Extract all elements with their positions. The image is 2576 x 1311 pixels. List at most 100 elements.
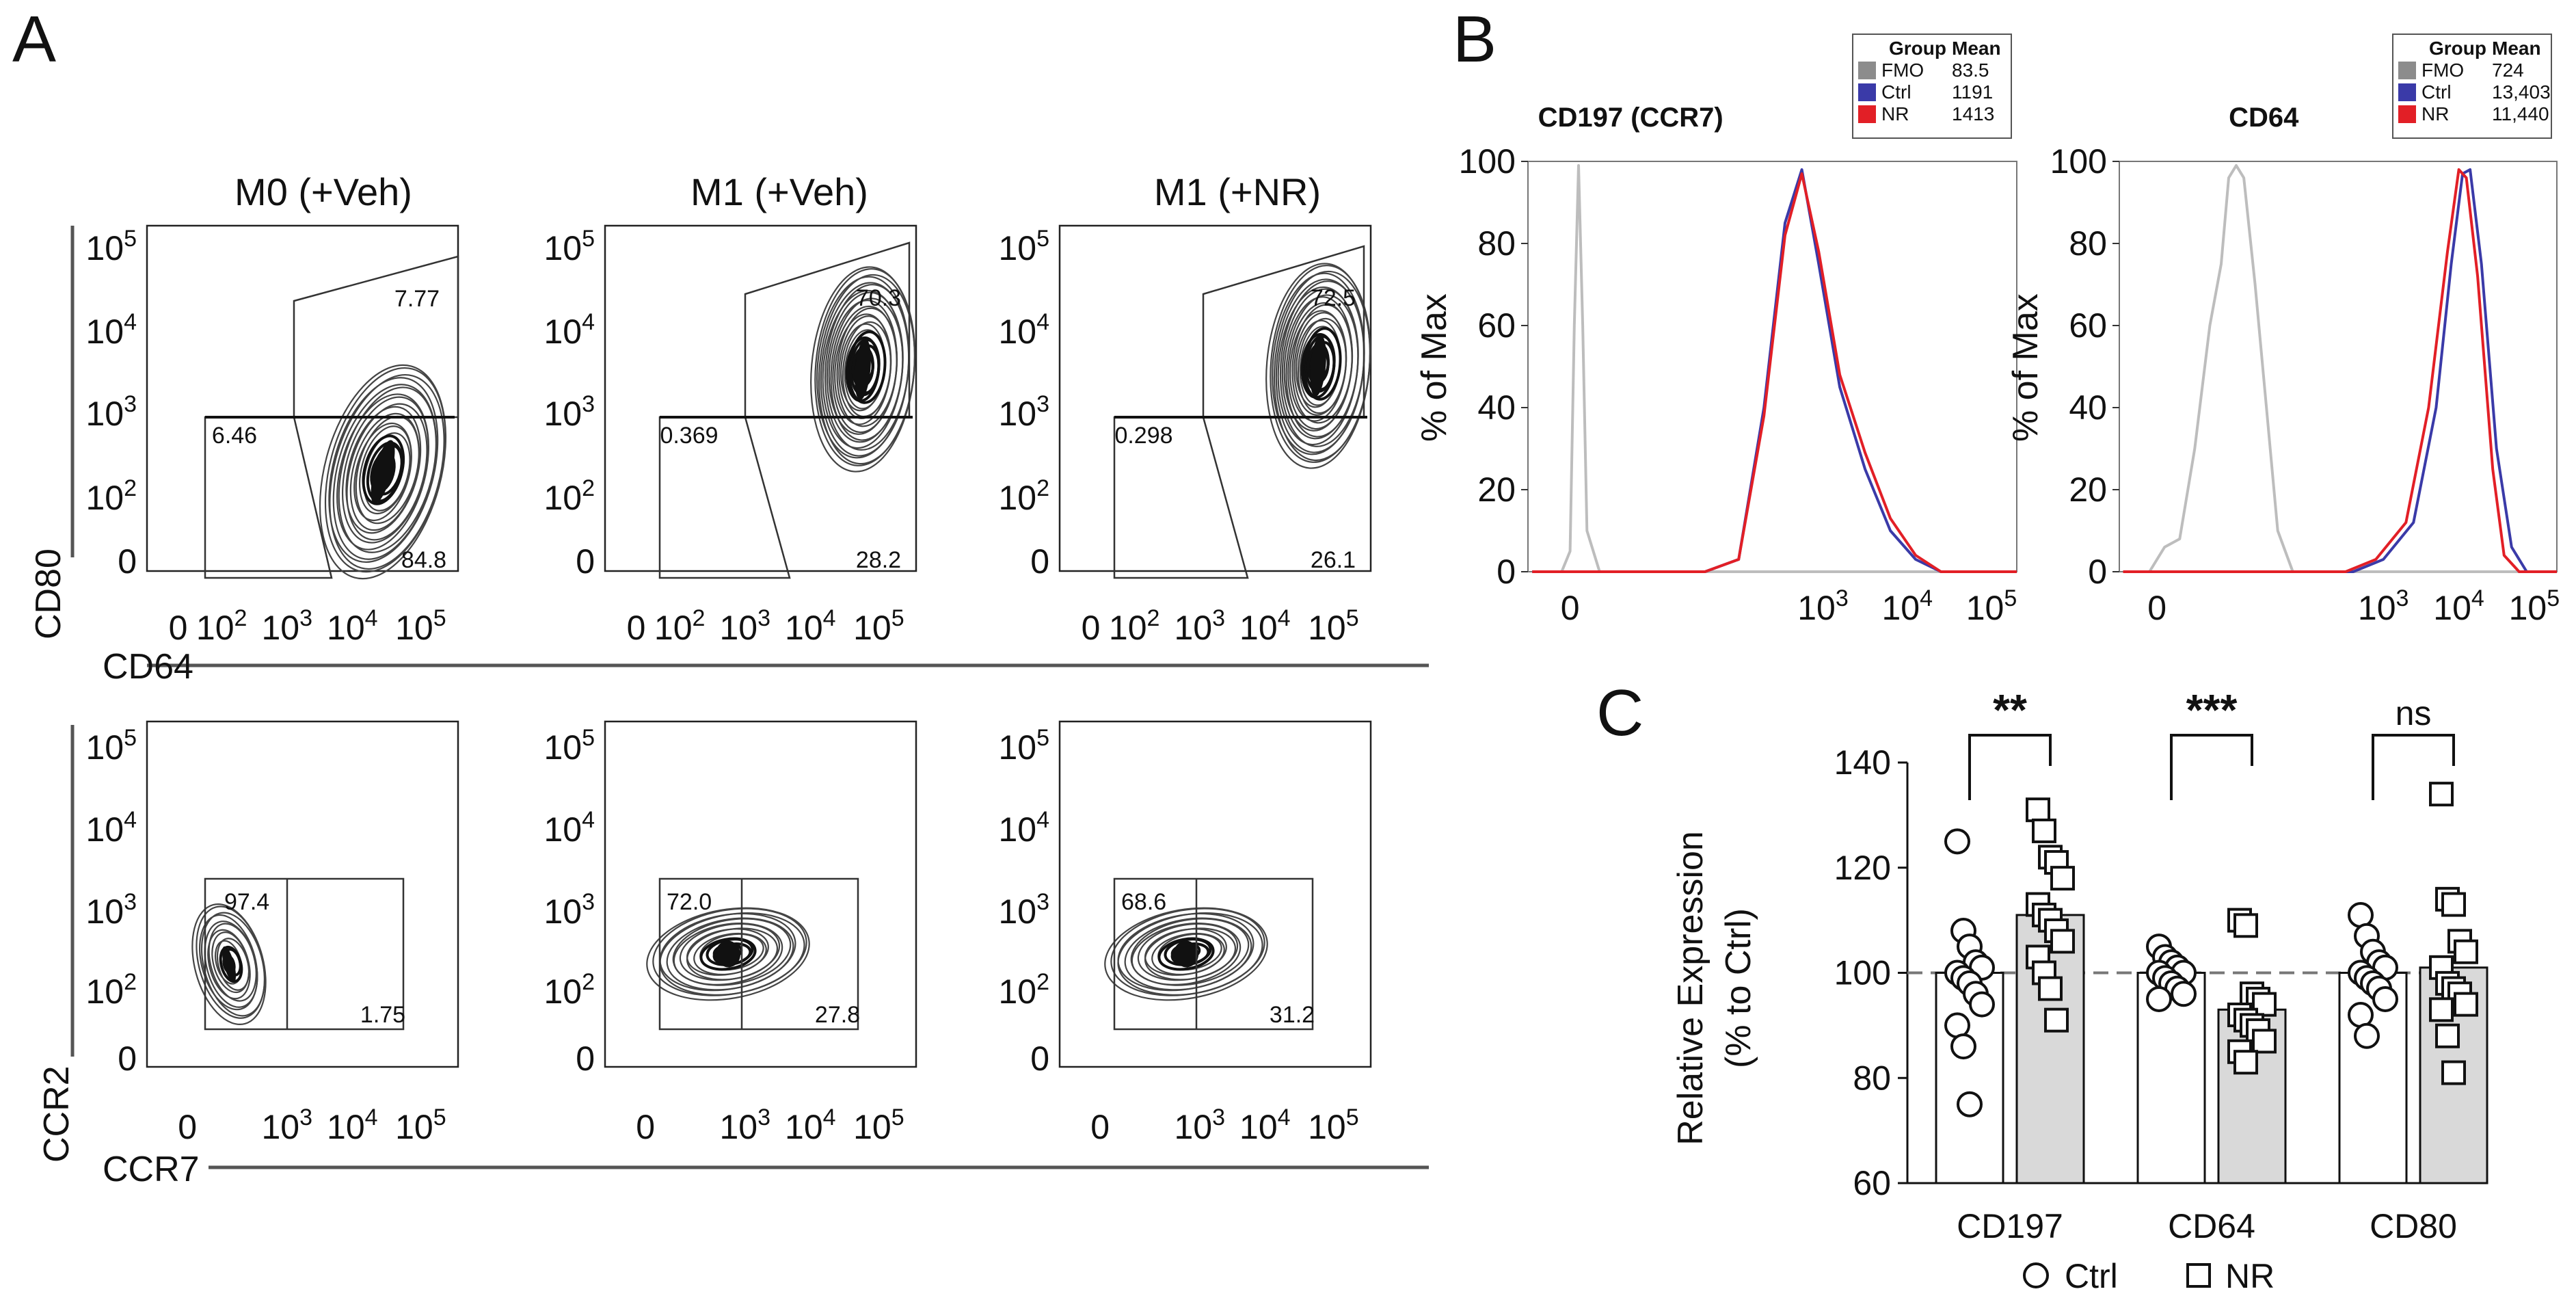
- legend-mean-nr: 11,440: [2492, 103, 2549, 124]
- point-ctrl: [2171, 981, 2197, 1007]
- legend-group-fmo: FMO: [2421, 59, 2464, 81]
- point-nr: [2454, 939, 2478, 964]
- y-tick-label: 20: [2069, 471, 2107, 509]
- contour-ring-core: [855, 339, 871, 400]
- y-tick-label: 0: [1030, 1039, 1049, 1078]
- histogram-title: CD64: [2229, 103, 2299, 133]
- c-y-tick-label: 100: [1834, 954, 1891, 992]
- x-tick-label: 105: [853, 605, 904, 647]
- y-tick-label: 104: [998, 807, 1049, 849]
- contour-ring-core: [1173, 940, 1199, 968]
- point-nr: [2441, 1060, 2466, 1085]
- panel-letter-b: B: [1453, 3, 1497, 76]
- plot-frame: [604, 720, 917, 1068]
- panel-c-bar-chart: 60 80 100 120 140 Relative Expression (% to Ct…: [1671, 685, 2488, 1295]
- histogram-title: CD197 (CCR7): [1538, 103, 1723, 133]
- x-tick-label: 104: [1239, 1104, 1291, 1146]
- row1-x-label: CD64: [103, 647, 193, 687]
- y-tick-label: 0: [118, 542, 137, 581]
- y-tick-label: 0: [576, 1039, 595, 1078]
- contour-ring: [1291, 304, 1354, 424]
- y-tick-label: 40: [1477, 388, 1516, 427]
- point-ctrl: [2348, 1002, 2374, 1028]
- y-tick-label: 102: [85, 475, 137, 517]
- x-tick-label: 103: [1174, 1104, 1225, 1146]
- y-tick-label: 103: [85, 889, 137, 931]
- point-ctrl: [1944, 828, 1970, 855]
- x-tick-label: 103: [261, 1104, 312, 1146]
- gate-value: 1.75: [360, 1002, 405, 1028]
- c-y-tick-label: 80: [1853, 1059, 1891, 1097]
- x-tick-label: 102: [654, 605, 706, 647]
- contour-ring-core: [715, 940, 741, 968]
- flow-plot-r2-c3: 105 104 103 102 0 0 103 104 105 68.6 31.2: [998, 720, 1372, 1146]
- gate-value: 72.5: [1311, 285, 1356, 311]
- x-tick-label: 103: [1797, 585, 1849, 627]
- x-tick-label: 0: [2147, 589, 2166, 627]
- gate-box: [204, 877, 405, 1031]
- y-tick-label: 0: [2088, 553, 2107, 591]
- legend-nr-label: NR: [2225, 1257, 2275, 1295]
- x-tick-label: 104: [785, 1104, 836, 1146]
- x-tick-label: 0: [636, 1108, 655, 1146]
- x-tick-label: 0: [169, 609, 188, 647]
- row2-x-label: CCR7: [103, 1150, 200, 1189]
- significance-label: **: [1993, 685, 2027, 734]
- histogram-legend: Group Mean FMO 724 Ctrl 13,403 NR 11,440: [2392, 34, 2552, 139]
- y-tick-label: 0: [118, 1039, 137, 1078]
- series-line-fmo: [1532, 164, 2017, 573]
- contour-ring: [830, 297, 904, 441]
- gate-value: 31.2: [1270, 1002, 1315, 1028]
- legend-swatch-fmo: [2398, 62, 2416, 79]
- point-ctrl: [1950, 1033, 1976, 1060]
- point-nr: [2050, 866, 2075, 891]
- x-tick-label: 105: [2509, 585, 2560, 627]
- contour-ring: [1273, 270, 1371, 462]
- x-tick-label: 104: [327, 605, 378, 647]
- plot-frame: [1058, 224, 1372, 572]
- x-tick-label: 103: [719, 1104, 770, 1146]
- legend-ctrl-label: Ctrl: [2065, 1257, 2118, 1295]
- gate-value: 84.8: [401, 547, 446, 573]
- contour-ring-core: [371, 440, 395, 504]
- legend-swatch-ctrl: [2398, 83, 2416, 101]
- legend-mean-ctrl: 1191: [1952, 81, 1993, 103]
- gate-value: 6.46: [212, 423, 257, 449]
- gate-value: 28.2: [856, 547, 901, 573]
- legend-header-mean: Mean: [1952, 38, 2001, 59]
- row1-y-label: CD80: [29, 548, 68, 639]
- legend-ctrl-marker: [2023, 1262, 2049, 1288]
- legend-swatch-nr: [1858, 105, 1876, 123]
- legend-group-fmo: FMO: [1881, 59, 1924, 81]
- category-label-cd197: CD197: [1957, 1207, 2063, 1245]
- y-tick-label: 104: [85, 807, 137, 849]
- histogram-y-label: % of Max: [1414, 293, 1454, 442]
- c-y-tick-label: 60: [1853, 1164, 1891, 1202]
- gate-value: 70.3: [856, 285, 901, 311]
- x-tick-label: 103: [719, 605, 770, 647]
- legend-frame: [1852, 34, 2012, 139]
- significance-bracket: [2372, 734, 2455, 800]
- y-tick-label: 100: [2050, 142, 2107, 181]
- x-tick-label: 105: [395, 1104, 446, 1146]
- histogram-legend: Group Mean FMO 83.5 Ctrl 1191 NR 1413: [1852, 34, 2012, 139]
- x-tick-label: 104: [327, 1104, 378, 1146]
- point-nr: [2044, 1007, 2069, 1033]
- series-line-nr: [2123, 168, 2557, 573]
- y-tick-label: 104: [544, 309, 595, 351]
- contour-ring: [818, 274, 916, 465]
- legend-group-ctrl: Ctrl: [1881, 81, 1911, 103]
- point-nr: [2252, 1029, 2277, 1054]
- gate-value: 68.6: [1121, 889, 1166, 915]
- y-tick-label: 0: [1497, 553, 1516, 591]
- panel-letter-a: A: [12, 3, 56, 76]
- x-tick-label: 105: [853, 1104, 904, 1146]
- point-ctrl: [2146, 985, 2172, 1012]
- y-tick-label: 103: [998, 889, 1049, 931]
- column-title-m1-veh: M1 (+Veh): [690, 170, 868, 213]
- c-y-label-line2: (% to Ctrl): [1719, 908, 1758, 1068]
- legend-mean-fmo: 724: [2492, 59, 2524, 81]
- y-tick-label: 100: [1459, 142, 1516, 181]
